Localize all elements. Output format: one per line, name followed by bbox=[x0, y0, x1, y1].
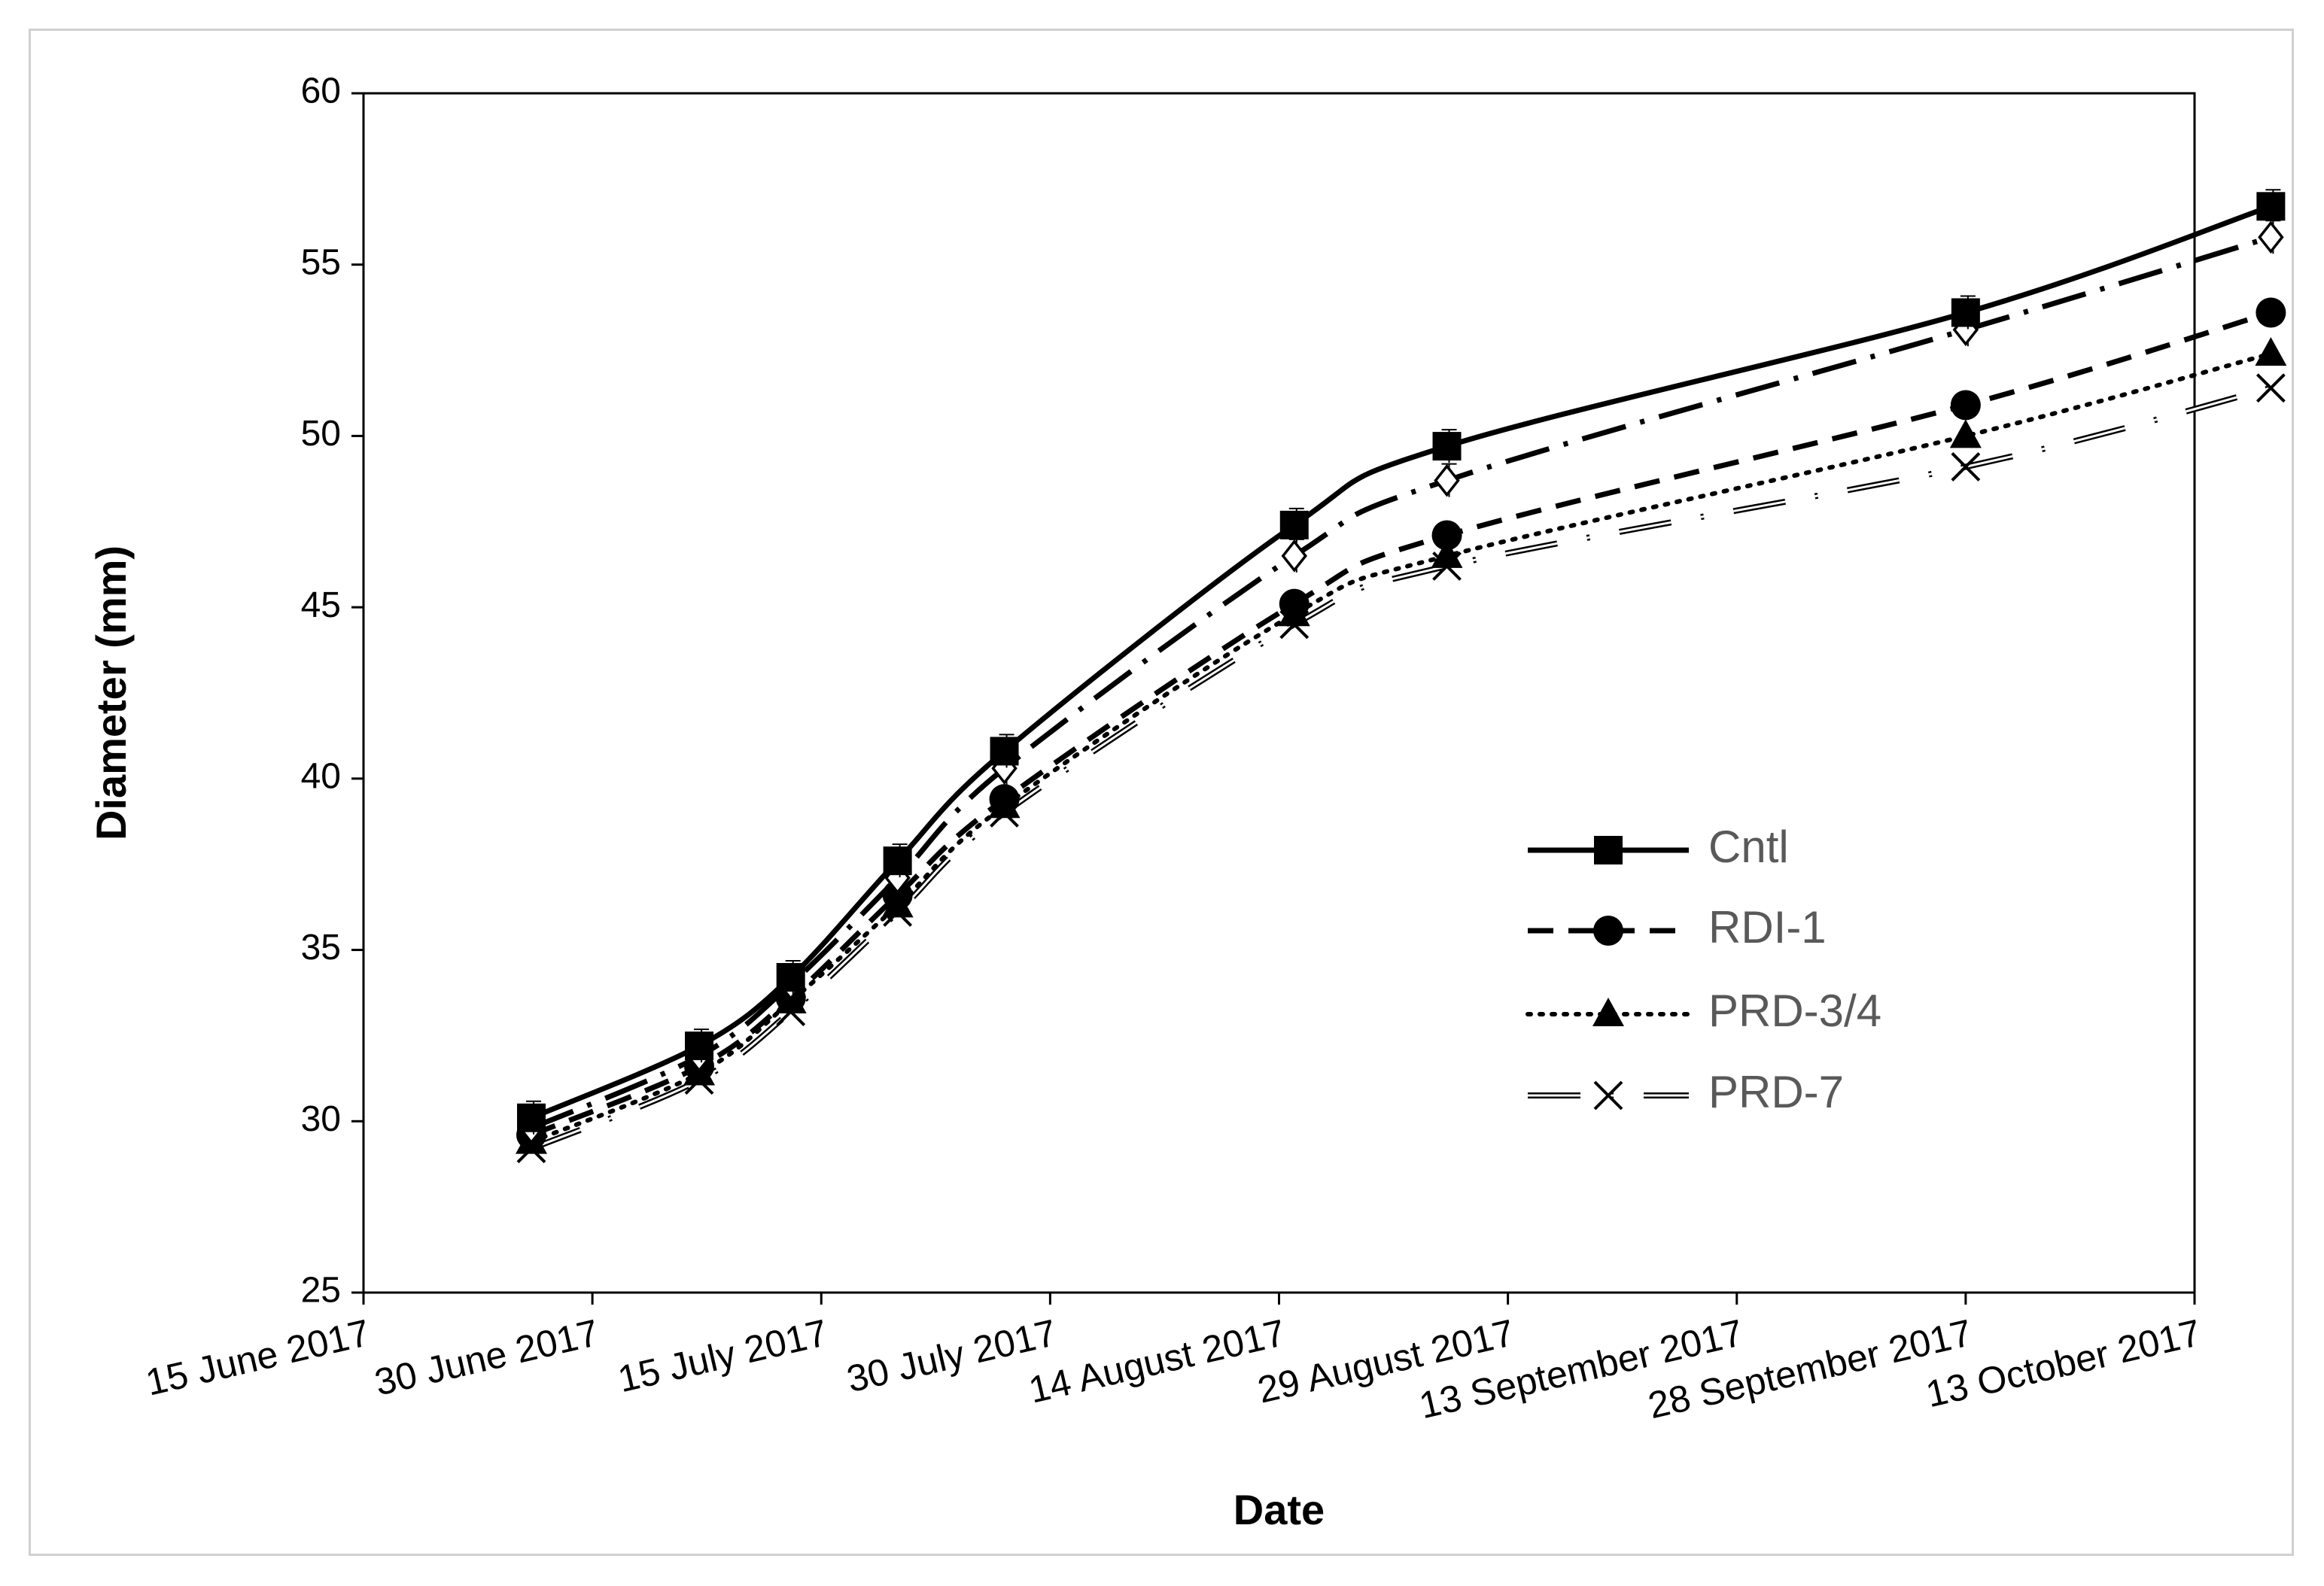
plot-area bbox=[362, 92, 2196, 1294]
series-line-stroke bbox=[530, 310, 2272, 1138]
x-tick-label: 15 June 2017 bbox=[142, 1311, 374, 1404]
x-axis-title: Date bbox=[1233, 1486, 1325, 1533]
data-point bbox=[989, 784, 1020, 815]
legend-marker bbox=[1592, 998, 1624, 1026]
data-point bbox=[517, 1103, 546, 1132]
data-point bbox=[776, 963, 805, 992]
y-tick-label: 60 bbox=[301, 71, 341, 111]
legend-item: PRD-3/4 bbox=[1526, 986, 1881, 1036]
data-point bbox=[1950, 390, 1981, 421]
data-point bbox=[1431, 539, 1463, 568]
series-line-stroke bbox=[530, 234, 2272, 1131]
series-line-stroke bbox=[530, 384, 2272, 1152]
legend-item: PRD-7 bbox=[1528, 1067, 1844, 1117]
y-tick-label: 40 bbox=[301, 757, 341, 797]
legend: Cntl RDI-1 PRD-3/4 PRD-7 bbox=[1526, 822, 1881, 1117]
data-point bbox=[685, 1032, 714, 1061]
y-tick-label: 45 bbox=[301, 585, 341, 625]
data-point bbox=[1281, 539, 1308, 573]
data-point bbox=[1431, 520, 1462, 551]
data-point bbox=[2255, 337, 2287, 366]
y-tick-label: 35 bbox=[301, 928, 341, 968]
data-point bbox=[2258, 220, 2284, 254]
data-point bbox=[1279, 510, 1309, 539]
legend-label: PRD-3/4 bbox=[1708, 986, 1881, 1036]
x-tick-label: 30 June 2017 bbox=[371, 1311, 603, 1404]
legend-label: PRD-7 bbox=[1708, 1067, 1844, 1117]
data-point bbox=[1279, 588, 1310, 619]
series-prd-7 bbox=[516, 373, 2286, 1164]
series-line bbox=[530, 384, 2272, 1152]
legend-item: RDI-1 bbox=[1528, 902, 1827, 953]
legend-marker bbox=[1593, 916, 1623, 946]
data-point bbox=[883, 846, 912, 876]
y-axis-title: Diameter (mm) bbox=[87, 545, 135, 840]
data-point bbox=[1951, 298, 1980, 327]
series-line bbox=[530, 310, 2272, 1138]
legend-marker bbox=[1594, 836, 1623, 864]
data-point bbox=[1434, 463, 1460, 497]
series-line bbox=[530, 203, 2272, 1120]
legend-marker bbox=[1593, 1080, 1623, 1111]
series-line-stroke bbox=[529, 351, 2274, 1144]
data-point bbox=[1949, 419, 1982, 448]
chart-frame bbox=[29, 29, 2294, 1556]
y-tick-label: 55 bbox=[301, 242, 341, 282]
x-tick-label: 14 August 2017 bbox=[1025, 1311, 1289, 1411]
y-tick-label: 30 bbox=[301, 1099, 341, 1139]
series-line bbox=[530, 234, 2272, 1131]
legend-label: RDI-1 bbox=[1708, 902, 1827, 953]
data-point bbox=[990, 737, 1019, 766]
y-tick-label: 50 bbox=[301, 414, 341, 454]
series-cntl bbox=[517, 189, 2286, 1135]
x-tick-label: 30 July 2017 bbox=[843, 1311, 1060, 1400]
legend-item: Cntl bbox=[1528, 822, 1789, 872]
series-line-stroke bbox=[530, 203, 2272, 1120]
x-tick-label: 15 July 2017 bbox=[614, 1311, 832, 1400]
series-line-stroke-inner bbox=[531, 387, 2271, 1150]
data-point bbox=[1432, 432, 1462, 461]
data-point bbox=[1951, 452, 1981, 482]
data-point bbox=[2256, 373, 2286, 403]
data-point bbox=[2256, 297, 2286, 328]
series-line bbox=[529, 351, 2274, 1144]
data-point bbox=[2256, 192, 2286, 221]
y-tick-label: 25 bbox=[301, 1271, 341, 1311]
legend-label: Cntl bbox=[1708, 822, 1789, 872]
y-axis: 25 30 35 40 45 50 55 60 bbox=[301, 71, 364, 1311]
